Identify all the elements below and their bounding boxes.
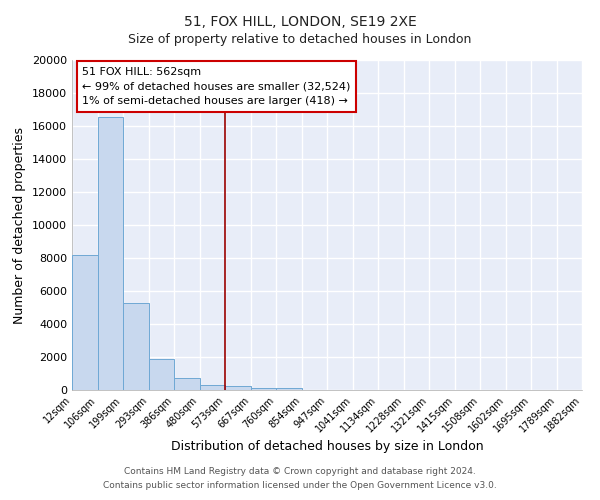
Bar: [200, 385, 225, 390]
X-axis label: Distribution of detached houses by size in London: Distribution of detached houses by size …: [170, 440, 484, 452]
Bar: [225, 386, 251, 390]
Bar: [174, 378, 200, 390]
Bar: [72, 254, 98, 390]
Bar: [123, 302, 149, 390]
Bar: [98, 117, 123, 390]
Text: Size of property relative to detached houses in London: Size of property relative to detached ho…: [128, 32, 472, 46]
Bar: [276, 388, 302, 390]
Text: 51 FOX HILL: 562sqm
← 99% of detached houses are smaller (32,524)
1% of semi-det: 51 FOX HILL: 562sqm ← 99% of detached ho…: [82, 66, 350, 106]
Bar: [149, 360, 174, 390]
Text: 51, FOX HILL, LONDON, SE19 2XE: 51, FOX HILL, LONDON, SE19 2XE: [184, 15, 416, 29]
Y-axis label: Number of detached properties: Number of detached properties: [13, 126, 26, 324]
Text: Contains HM Land Registry data © Crown copyright and database right 2024.
Contai: Contains HM Land Registry data © Crown c…: [103, 468, 497, 489]
Bar: [251, 388, 276, 390]
